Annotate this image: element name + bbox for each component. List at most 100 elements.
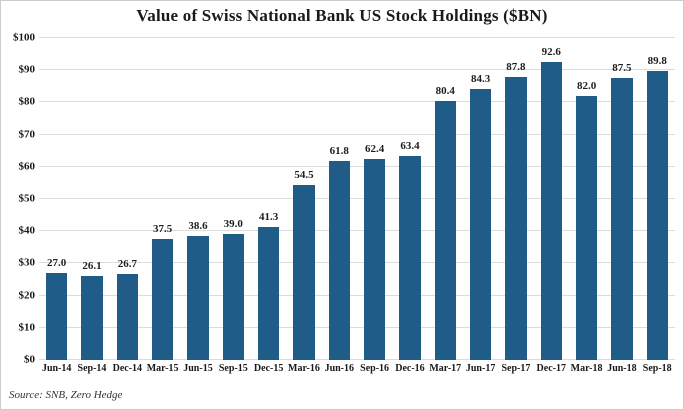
- bar-value-label: 54.5: [294, 168, 314, 181]
- chart-title: Value of Swiss National Bank US Stock Ho…: [136, 6, 548, 25]
- bar: [646, 70, 668, 360]
- x-tick-label: Dec-14: [112, 363, 143, 374]
- gridline: [39, 359, 675, 360]
- bar-value-label: 37.5: [153, 223, 173, 236]
- bar-value-label: 26.7: [117, 258, 137, 271]
- bar-slot: 92.6: [534, 38, 569, 360]
- bar-value-label: 26.1: [82, 259, 102, 272]
- y-tick-label: $100: [13, 31, 35, 44]
- bar: [152, 239, 174, 360]
- bar-value-label: 89.8: [647, 54, 667, 67]
- bar: [46, 273, 68, 360]
- bar-slot: 82.0: [569, 38, 604, 360]
- bar-value-label: 41.3: [259, 211, 279, 224]
- bar-value-label: 92.6: [541, 45, 561, 58]
- bar: [470, 88, 492, 360]
- y-tick-label: $60: [18, 160, 36, 173]
- bar: [434, 101, 456, 360]
- plot-area: 27.0 26.1 26.7 37.5 38.6 39.0 41.3 54.5 61.8 62.4…: [39, 37, 675, 360]
- bar-series: 27.0 26.1 26.7 37.5 38.6 39.0 41.3 54.5 61.8 62.4…: [39, 38, 675, 360]
- bar-slot: 27.0: [39, 38, 74, 360]
- bar: [116, 274, 138, 360]
- bar-slot: 63.4: [392, 38, 427, 360]
- bar-value-label: 80.4: [435, 85, 455, 98]
- x-tick-label: Dec-16: [395, 363, 425, 374]
- x-tick-label: Sep-17: [501, 363, 531, 374]
- bar-value-label: 82.0: [576, 79, 597, 92]
- bar-value-label: 38.6: [188, 219, 208, 232]
- x-tick-label: Jun-14: [41, 363, 72, 374]
- bar: [364, 159, 386, 360]
- x-tick-label: Mar-16: [288, 363, 320, 374]
- bar-slot: 84.3: [463, 38, 498, 360]
- x-tick-label: Mar-17: [429, 363, 462, 374]
- bar-slot: 89.8: [640, 38, 675, 360]
- y-tick-label: $80: [18, 95, 36, 108]
- bar-slot: 39.0: [216, 38, 251, 360]
- gridline: [39, 37, 675, 38]
- y-tick-label: $90: [18, 63, 36, 76]
- x-tick-label: Jun-17: [465, 363, 496, 374]
- bar-slot: 62.4: [357, 38, 392, 360]
- y-tick-label: $30: [18, 256, 36, 269]
- bar-slot: 61.8: [322, 38, 357, 360]
- gridline: [39, 294, 675, 296]
- bar-slot: 54.5: [286, 38, 321, 360]
- y-tick-label: $0: [24, 353, 35, 366]
- bar-value-label: 84.3: [470, 72, 491, 85]
- x-tick-label: Dec-15: [253, 363, 284, 374]
- y-axis: $0 $10 $20 $30 $40 $50 $60 $70 $80 $90 $100: [1, 32, 36, 365]
- gridline: [39, 262, 675, 264]
- source-note: Source: SNB, Zero Hedge: [9, 389, 123, 401]
- bar-slot: 80.4: [428, 38, 463, 360]
- x-tick-label: Mar-18: [570, 363, 603, 374]
- x-tick-label: Jun-15: [183, 363, 213, 374]
- bar: [611, 78, 633, 360]
- y-tick-label: $10: [18, 321, 36, 334]
- x-axis: Jun-14 Sep-14 Dec-14 Mar-15 Jun-15 Sep-15 Dec-…: [39, 363, 675, 374]
- x-tick-label: Sep-18: [642, 363, 672, 374]
- x-tick-label: Jun-18: [607, 363, 637, 374]
- bar-value-label: 87.8: [506, 61, 526, 74]
- gridline: [39, 69, 675, 71]
- x-tick-label: Sep-15: [218, 363, 248, 374]
- gridline: [39, 326, 675, 328]
- bar: [258, 227, 280, 360]
- bar: [575, 95, 598, 360]
- bar-value-label: 87.5: [612, 62, 632, 75]
- bar: [505, 77, 527, 360]
- x-tick-label: Sep-16: [360, 363, 390, 374]
- bar: [540, 61, 562, 360]
- x-tick-label: Mar-15: [146, 363, 179, 374]
- bar-value-label: 39.0: [223, 218, 243, 231]
- gridline: [39, 101, 675, 103]
- bar: [81, 275, 103, 360]
- bar: [328, 161, 350, 360]
- x-tick-label: Dec-17: [536, 363, 566, 374]
- y-tick-label: $40: [18, 224, 36, 237]
- bar-value-label: 63.4: [400, 139, 420, 152]
- y-tick-label: $50: [18, 192, 36, 205]
- bar-slot: 26.1: [74, 38, 109, 360]
- x-tick-label: Sep-14: [77, 363, 107, 374]
- bar: [187, 235, 209, 360]
- bar-value-label: 62.4: [364, 143, 385, 156]
- bar: [399, 155, 421, 360]
- bar-value-label: 61.8: [329, 145, 349, 158]
- bar-slot: 87.5: [604, 38, 639, 360]
- bar-value-label: 27.0: [47, 257, 67, 270]
- bar-slot: 38.6: [180, 38, 215, 360]
- bar: [222, 234, 244, 360]
- y-tick-label: $70: [18, 128, 36, 141]
- gridline: [39, 198, 675, 199]
- bar-slot: 37.5: [145, 38, 180, 360]
- bar: [293, 184, 315, 360]
- bar-slot: 26.7: [110, 38, 145, 360]
- gridline: [39, 133, 675, 135]
- y-tick-label: $20: [18, 289, 36, 302]
- gridline: [39, 165, 675, 167]
- bar-slot: 41.3: [251, 38, 286, 360]
- x-tick-label: Jun-16: [324, 363, 355, 374]
- gridline: [39, 230, 675, 232]
